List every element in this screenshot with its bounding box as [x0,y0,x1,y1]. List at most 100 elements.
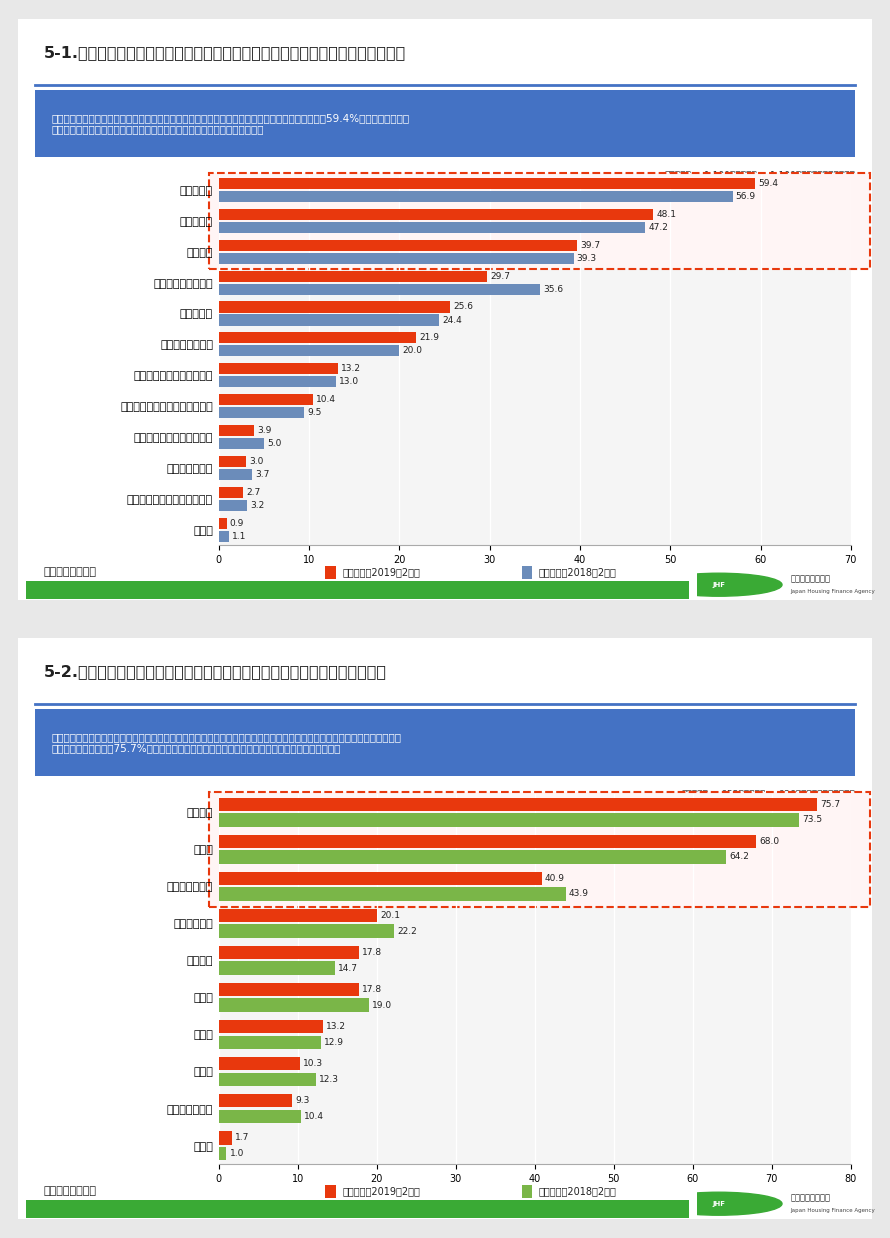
Text: 13: 13 [837,586,851,595]
Text: 5-2.　「建物の性能」で重視するポイントは？　（調査対象：一般消費者）: 5-2. 「建物の性能」で重視するポイントは？ （調査対象：一般消費者） [44,664,386,678]
Text: 47.2: 47.2 [648,223,668,232]
Text: 75.7: 75.7 [820,800,840,808]
Text: 24.4: 24.4 [442,316,462,324]
Text: 19.0: 19.0 [372,1000,392,1010]
Text: 12.3: 12.3 [319,1075,339,1083]
Bar [219,345,400,357]
Bar [219,314,439,326]
Bar [326,566,336,579]
Bar [219,834,756,848]
Bar [219,222,645,233]
Bar [219,888,565,901]
Text: JHF: JHF [712,582,725,588]
Text: 29.7: 29.7 [490,271,510,281]
Text: 73.5: 73.5 [803,816,822,825]
Bar [219,376,336,387]
Text: 2.7: 2.7 [247,488,261,496]
Text: 3.0: 3.0 [249,457,263,465]
Text: 今回調査（2019年2月）: 今回調査（2019年2月） [343,1186,420,1196]
Text: 25.6: 25.6 [453,302,473,312]
Text: 1.7: 1.7 [235,1133,249,1143]
Bar [219,438,263,449]
Text: 39.7: 39.7 [580,240,601,250]
Text: 10.3: 10.3 [303,1060,323,1068]
Bar [219,851,726,864]
Bar [219,1146,226,1160]
Text: 68.0: 68.0 [759,837,780,846]
Bar [219,1057,300,1071]
Bar [219,1035,320,1049]
Bar [219,500,247,511]
Text: （今回調査n=653，前回調査n=626　複数回答・３つまで）: （今回調査n=653，前回調査n=626 複数回答・３つまで） [682,789,855,797]
Text: 22.2: 22.2 [397,926,417,936]
Bar [522,566,532,579]
Text: 1.0: 1.0 [230,1149,244,1158]
Bar [219,925,394,937]
Text: 12.9: 12.9 [324,1037,344,1047]
Text: 40.9: 40.9 [545,874,565,883]
Bar [219,284,540,295]
FancyBboxPatch shape [209,173,870,269]
Text: 20.1: 20.1 [381,911,401,920]
Text: （今回調査n=1,100，前回調査n=1,100　複数回答・３つまで）: （今回調査n=1,100，前回調査n=1,100 複数回答・３つまで） [664,170,855,178]
Bar [219,531,229,542]
Bar [219,209,653,220]
Text: 39.3: 39.3 [577,254,597,262]
Bar [219,983,360,997]
Bar [219,407,304,418]
Text: 住宅金融支援機構: 住宅金融支援機構 [790,574,830,584]
Text: 17.8: 17.8 [362,985,383,994]
Bar [219,872,542,885]
Bar [219,425,254,436]
Bar [219,456,246,467]
Text: 43.9: 43.9 [569,889,588,899]
Text: 3.9: 3.9 [257,426,271,435]
Text: Japan Housing Finance Agency: Japan Housing Finance Agency [790,1208,875,1213]
Text: 59.4: 59.4 [758,180,778,188]
Text: 3.7: 3.7 [255,470,270,479]
Text: 5-1.　「住宅事業者選び」で重視するポイントは？　（調査対象：一般消費者）: 5-1. 「住宅事業者選び」で重視するポイントは？ （調査対象：一般消費者） [44,45,406,59]
Circle shape [655,573,782,597]
Text: 14.7: 14.7 [338,963,358,973]
Bar [522,1185,532,1198]
Bar [219,332,417,343]
Text: 0.9: 0.9 [230,519,244,527]
Text: 今回調査（2019年2月）: 今回調査（2019年2月） [343,567,420,577]
Text: 20.0: 20.0 [402,347,423,355]
FancyBboxPatch shape [209,791,870,906]
Text: 48.1: 48.1 [656,209,676,219]
Text: 17.8: 17.8 [362,948,383,957]
Bar [219,240,577,251]
Bar [219,999,368,1011]
Text: 14: 14 [837,1205,851,1214]
Bar [219,1109,301,1123]
Text: Japan Housing Finance Agency: Japan Housing Finance Agency [790,589,875,594]
Text: 9.3: 9.3 [295,1096,310,1106]
Text: 1.1: 1.1 [231,532,246,541]
Bar [35,709,855,776]
Bar [35,90,855,157]
Bar [219,363,338,374]
Bar [219,517,227,529]
Bar [219,1094,292,1108]
Bar [219,394,312,405]
Text: 「住宅事業者選びで重視するポイント」で「建物の性能」を選択した一般消費者が重視するポイントについては、前回調査と
同じく「高耐久性」が75.7%で最も多く、次い: 「住宅事業者選びで重視するポイント」で「建物の性能」を選択した一般消費者が重視す… [52,732,402,754]
Text: 回答構成比（％）: 回答構成比（％） [44,567,96,577]
Circle shape [655,1192,782,1216]
Bar [219,946,360,959]
Bar [219,271,487,282]
Bar [219,469,252,480]
Bar [219,797,817,811]
Text: 13.2: 13.2 [326,1023,346,1031]
Text: 前回調査（2018年2月）: 前回調査（2018年2月） [539,567,617,577]
Text: 10.4: 10.4 [304,1112,324,1120]
Bar [219,1020,323,1034]
Text: 10.4: 10.4 [316,395,336,404]
Bar [219,253,573,264]
Bar [219,301,449,312]
Text: 13.2: 13.2 [341,364,361,374]
Text: 9.5: 9.5 [308,409,322,417]
Text: 35.6: 35.6 [543,285,563,293]
Text: 64.2: 64.2 [729,853,749,862]
Text: 3.2: 3.2 [251,501,265,510]
